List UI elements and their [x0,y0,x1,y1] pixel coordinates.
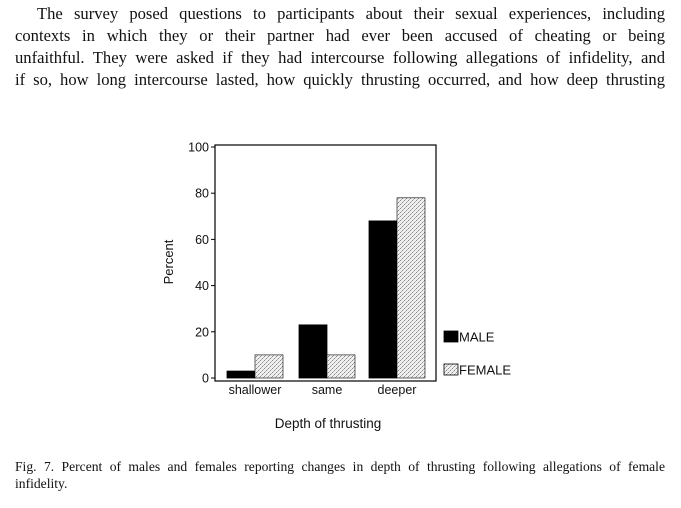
y-tick-label: 60 [195,233,209,247]
x-tick-label: deeper [378,383,417,397]
x-tick-label: same [312,383,343,397]
y-axis-label: Percent [161,239,176,284]
figure-caption: Fig. 7. Percent of males and females rep… [15,458,665,492]
y-tick-label: 20 [195,325,209,339]
bar-male-same [298,324,328,379]
legend-label-male: MALE [459,330,495,345]
legend-swatch-male [443,330,459,343]
caption-line: Fig. 7. Percent of males and females rep… [15,459,665,474]
paragraph-line: contexts in which they or their partner … [15,26,665,45]
body-paragraph: The survey posed questions to participan… [15,3,665,91]
caption-line: infidelity. [15,476,68,491]
bar-female-same [326,354,356,379]
y-tick-label: 0 [202,372,209,386]
y-tick-label: 100 [188,141,209,155]
y-tick-label: 80 [195,187,209,201]
y-tick-label: 40 [195,279,209,293]
paragraph-line: unfaithful. They were asked if they had … [15,48,665,67]
legend-label-female: FEMALE [459,363,511,378]
bar-female-shallower [254,354,284,379]
paragraph-line: if so, how long intercourse lasted, how … [15,70,665,89]
paragraph-line: The survey posed questions to participan… [37,4,665,23]
bar-male-deeper [368,220,398,379]
x-tick-label: shallower [229,383,282,397]
legend-swatch-female [443,363,459,376]
x-axis-label: Depth of thrusting [275,416,382,431]
bar-female-deeper [396,197,426,379]
bar-male-shallower [226,370,256,379]
